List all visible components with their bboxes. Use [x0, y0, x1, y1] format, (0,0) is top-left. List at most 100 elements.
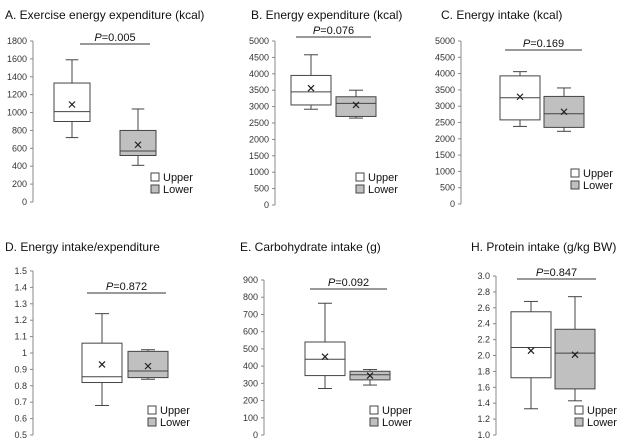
- box-iqr: [290, 74, 332, 106]
- legend-swatch-upper: [570, 168, 580, 178]
- box-upper: [53, 59, 91, 139]
- p-value-symbol: P: [328, 277, 336, 289]
- p-value-number: =0.847: [543, 267, 577, 279]
- mean-marker-stroke: [516, 93, 524, 101]
- legend-label-lower: Lower: [382, 417, 412, 429]
- mean-marker: [68, 101, 76, 108]
- p-value-symbol: P: [94, 32, 102, 44]
- panel-title: B. Energy expenditure (kcal): [251, 8, 402, 22]
- y-tick-label: 400: [12, 161, 27, 171]
- mean-marker-stroke: [571, 351, 579, 359]
- y-tick-label: 0.6: [14, 414, 27, 424]
- mean-marker: [144, 362, 152, 370]
- box-iqr: [119, 129, 157, 156]
- box-lower: [543, 87, 585, 132]
- y-tick-label: 2000: [435, 134, 455, 144]
- box-iqr: [335, 96, 377, 117]
- y-tick-label: 0.8: [14, 381, 27, 391]
- y-tick-label: 200: [12, 179, 27, 189]
- panel-title: D. Energy intake/expenditure: [5, 240, 160, 254]
- y-tick-label: 800: [12, 125, 27, 135]
- y-tick-label: 2500: [435, 118, 455, 128]
- y-tick-label: 0: [253, 430, 258, 440]
- y-tick-label: 2.8: [477, 287, 490, 297]
- y-tick-label: 0.7: [14, 397, 27, 407]
- y-tick-label: 1.6: [477, 382, 490, 392]
- legend-label-upper: Upper: [587, 405, 617, 417]
- y-tick-label: 0: [22, 197, 27, 207]
- mean-marker-stroke: [366, 372, 374, 380]
- legend-label-lower: Lower: [160, 417, 190, 429]
- p-value-label: P=0.005: [94, 32, 135, 44]
- y-tick-label: 4000: [249, 69, 269, 79]
- mean-marker-stroke: [560, 108, 568, 116]
- p-value-number: =0.005: [102, 32, 136, 44]
- y-tick-label: 1.3: [14, 299, 27, 309]
- y-tick-label: 1.8: [477, 366, 490, 376]
- box-iqr: [510, 311, 552, 379]
- legend-swatch-upper: [355, 172, 365, 182]
- legend-label-upper: Upper: [368, 172, 398, 184]
- y-tick-label: 0: [264, 200, 269, 210]
- y-tick-label: 1.1: [14, 332, 27, 342]
- y-tick-label: 1.2: [14, 315, 27, 325]
- y-tick-label: 0.5: [14, 430, 27, 440]
- y-tick-label: 1: [22, 348, 27, 358]
- y-tick-label: 4500: [249, 52, 269, 62]
- y-tick-label: 2.2: [477, 335, 490, 345]
- y-tick-label: 3500: [435, 85, 455, 95]
- legend-swatch-upper: [369, 405, 379, 415]
- legend-swatch-lower: [147, 417, 157, 427]
- y-tick-label: 5000: [249, 36, 269, 46]
- y-tick-label: 2.0: [477, 351, 490, 361]
- mean-marker: [307, 84, 315, 92]
- y-tick-label: 400: [243, 361, 258, 371]
- panel-1: A. Exercise energy expenditure (kcal) 0 20…: [5, 8, 204, 207]
- mean-marker: [352, 101, 360, 109]
- y-tick-label: 100: [243, 413, 258, 423]
- y-tick-label: 4000: [435, 69, 455, 79]
- box-upper: [290, 54, 332, 110]
- p-value-label: P=0.092: [328, 277, 369, 289]
- panel-title: E. Carbohydrate intake (g): [240, 240, 381, 254]
- y-tick-label: 1500: [435, 150, 455, 160]
- box-lower: [127, 349, 169, 380]
- y-tick-label: 500: [440, 183, 455, 193]
- legend-label-lower: Lower: [587, 417, 617, 429]
- legend-swatch-lower: [150, 184, 160, 194]
- y-tick-label: 2.4: [477, 319, 490, 329]
- p-value-number: =0.076: [320, 25, 354, 37]
- y-tick-label: 500: [243, 344, 258, 354]
- legend-label-upper: Upper: [163, 172, 193, 184]
- mean-marker: [516, 93, 524, 101]
- y-tick-label: 800: [243, 292, 258, 302]
- y-tick-label: 2.6: [477, 303, 490, 313]
- panel-6: H. Protein intake (g/kg BW) 1.0 1.2 1.4 1.6 1…: [471, 240, 617, 440]
- y-tick-label: 1600: [7, 54, 27, 64]
- mean-marker: [134, 141, 142, 149]
- y-tick-label: 1.4: [477, 398, 490, 408]
- box-lower: [349, 369, 391, 386]
- y-tick-label: 1000: [7, 108, 27, 118]
- legend-swatch-lower: [369, 417, 379, 427]
- legend-label-upper: Upper: [160, 405, 190, 417]
- y-tick-label: 1400: [7, 72, 27, 82]
- y-tick-label: 600: [12, 143, 27, 153]
- mean-marker: [321, 353, 329, 361]
- y-tick-label: 1800: [7, 36, 27, 46]
- panel-4: D. Energy intake/expenditure 0.5 0.6 0.7 0.8…: [5, 240, 190, 440]
- y-tick-label: 1.5: [14, 266, 27, 276]
- legend-swatch-upper: [574, 405, 584, 415]
- legend-label-lower: Lower: [163, 184, 193, 196]
- y-tick-label: 5000: [435, 36, 455, 46]
- y-tick-label: 900: [243, 275, 258, 285]
- legend-swatch-upper: [150, 172, 160, 182]
- mean-marker: [527, 347, 535, 355]
- y-tick-label: 700: [243, 309, 258, 319]
- legend-label-upper: Upper: [382, 405, 412, 417]
